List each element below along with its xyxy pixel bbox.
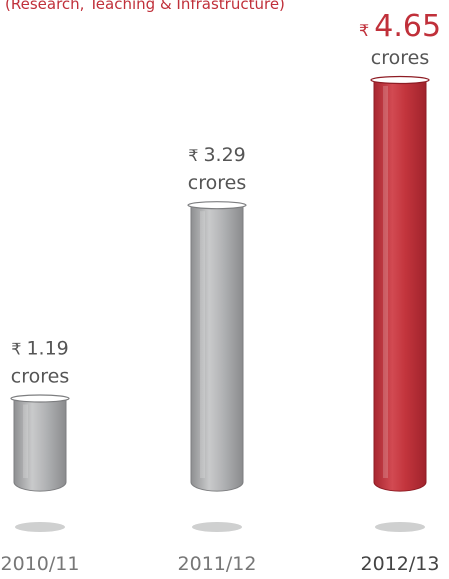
value-label-text: ₹ 3.29 bbox=[188, 144, 246, 166]
tube-shadow bbox=[192, 522, 242, 532]
value-label-text: ₹ 4.65 bbox=[359, 9, 441, 44]
currency-symbol: ₹ bbox=[11, 339, 26, 358]
bar-2010-11 bbox=[13, 397, 67, 492]
value-number: 4.65 bbox=[374, 9, 441, 44]
value-unit: crores bbox=[188, 172, 246, 194]
bar-2012-13 bbox=[373, 79, 427, 492]
currency-symbol: ₹ bbox=[188, 146, 203, 165]
tube-rim bbox=[10, 394, 70, 403]
tube-glint bbox=[23, 404, 28, 478]
tube-rim bbox=[370, 75, 430, 85]
value-number: 3.29 bbox=[203, 144, 245, 166]
value-label-2011-12: ₹ 3.29 crores bbox=[188, 144, 246, 194]
category-label-2011-12: 2011/12 bbox=[178, 553, 257, 575]
bar-2011-12 bbox=[190, 204, 244, 492]
value-unit: crores bbox=[371, 47, 429, 69]
value-number: 1.19 bbox=[26, 337, 68, 359]
value-label-2010-11: ₹ 1.19 crores bbox=[11, 337, 69, 387]
tube-shadow bbox=[375, 522, 425, 532]
tube-rim bbox=[187, 201, 247, 210]
value-unit: crores bbox=[11, 365, 69, 387]
currency-symbol: ₹ bbox=[359, 21, 374, 40]
tube-glint bbox=[383, 86, 388, 478]
category-label-2012-13: 2012/13 bbox=[361, 553, 440, 575]
value-label-2012-13: ₹ 4.65 crores bbox=[359, 9, 441, 69]
chart-subtitle: (Research, Teaching & Infrastructure) bbox=[5, 0, 285, 13]
category-label-2010-11: 2010/11 bbox=[1, 553, 80, 575]
tube-glint bbox=[200, 211, 205, 478]
tube-shadow bbox=[15, 522, 65, 532]
value-label-text: ₹ 1.19 bbox=[11, 337, 69, 359]
